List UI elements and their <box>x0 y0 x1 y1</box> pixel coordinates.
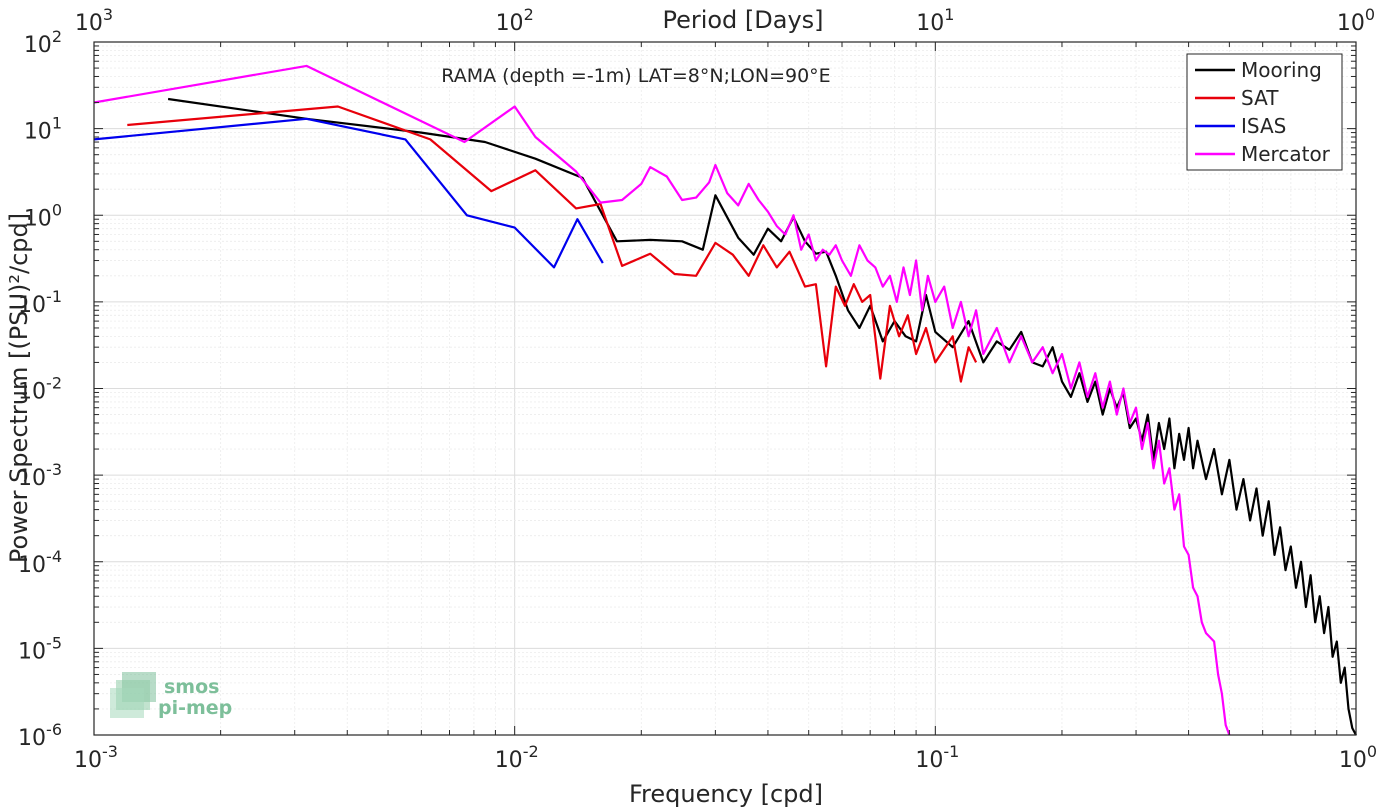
y-axis-title: Power Spectrum [(PSU)²/cpd] <box>5 213 33 563</box>
series-line-isas <box>93 117 604 269</box>
tick-marks <box>93 42 1356 736</box>
series-line-sat <box>127 105 978 383</box>
top-x-tick-label: 100 <box>1337 5 1375 36</box>
logo-text-smos: smos <box>164 676 219 698</box>
legend: Mooring SAT ISAS Mercator <box>1186 53 1343 171</box>
top-axis-title: Period [Days] <box>662 6 823 34</box>
smos-pimep-logo: smos pi-mep <box>110 672 232 719</box>
y-tick-label: 10-3 <box>18 460 62 491</box>
series-lines <box>93 64 1357 736</box>
logo-text-pimep: pi-mep <box>158 697 232 719</box>
legend-mercator-label: Mercator <box>1241 142 1331 166</box>
x-tick-label: 10-1 <box>915 742 959 773</box>
series-line-mercator <box>93 64 1231 736</box>
y-tick-labels: 102 101 100 10-1 10-2 10-3 10-4 10-5 10-6 <box>18 27 62 751</box>
y-tick-label: 10-2 <box>18 374 62 405</box>
top-x-tick-label: 103 <box>75 5 113 36</box>
x-tick-label: 10-2 <box>495 742 539 773</box>
x-tick-labels: 10-3 10-2 10-1 100 <box>74 742 1377 773</box>
legend-box <box>1186 53 1343 171</box>
x-tick-label: 10-3 <box>74 742 118 773</box>
top-x-tick-label: 101 <box>916 5 954 36</box>
x-tick-label: 100 <box>1339 742 1377 773</box>
y-tick-label: 10-5 <box>18 633 62 664</box>
y-tick-label: 100 <box>24 200 62 231</box>
legend-mooring-label: Mooring <box>1241 58 1322 82</box>
top-x-tick-labels: 103 102 101 100 <box>75 5 1375 36</box>
y-tick-label: 10-1 <box>18 287 62 318</box>
legend-isas-label: ISAS <box>1241 114 1286 138</box>
y-tick-label: 10-6 <box>18 720 62 751</box>
legend-sat-label: SAT <box>1241 86 1279 110</box>
top-x-tick-label: 102 <box>496 5 534 36</box>
chart-title: RAMA (depth =-1m) LAT=8°N;LON=90°E <box>441 65 830 87</box>
y-tick-label: 101 <box>24 114 62 145</box>
x-axis-title: Frequency [cpd] <box>629 780 823 808</box>
y-tick-label: 10-4 <box>18 547 62 578</box>
y-tick-label: 102 <box>24 27 62 58</box>
logo-mark <box>110 672 156 718</box>
